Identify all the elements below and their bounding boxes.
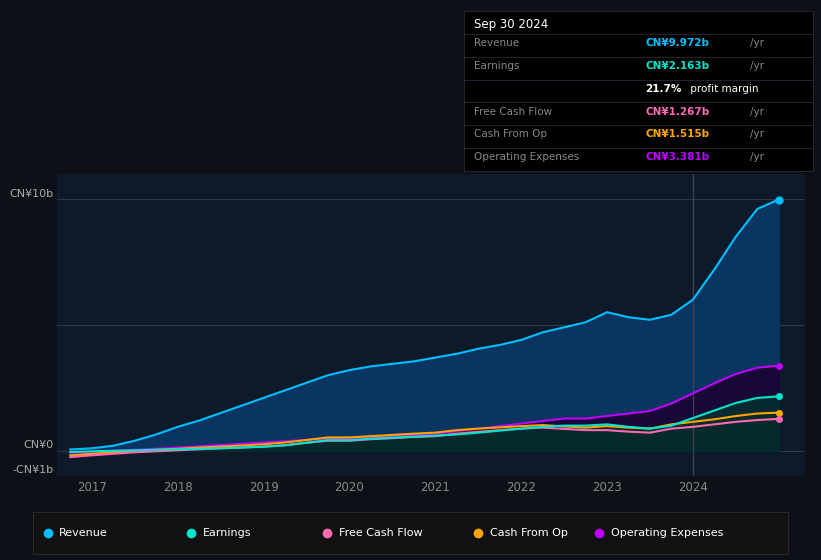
Text: /yr: /yr — [750, 129, 764, 139]
Text: Revenue: Revenue — [475, 38, 520, 48]
Text: CN¥2.163b: CN¥2.163b — [645, 61, 709, 71]
Text: profit margin: profit margin — [687, 84, 759, 94]
Text: CN¥0: CN¥0 — [24, 440, 53, 450]
Text: CN¥1.267b: CN¥1.267b — [645, 106, 709, 116]
Text: Operating Expenses: Operating Expenses — [475, 152, 580, 162]
Text: CN¥9.972b: CN¥9.972b — [645, 38, 709, 48]
Text: Operating Expenses: Operating Expenses — [611, 529, 723, 538]
Text: Cash From Op: Cash From Op — [475, 129, 548, 139]
Text: Sep 30 2024: Sep 30 2024 — [475, 18, 548, 31]
Text: Free Cash Flow: Free Cash Flow — [339, 529, 422, 538]
Text: /yr: /yr — [750, 152, 764, 162]
Text: Cash From Op: Cash From Op — [490, 529, 567, 538]
Text: Revenue: Revenue — [59, 529, 108, 538]
Text: Free Cash Flow: Free Cash Flow — [475, 106, 553, 116]
Text: Earnings: Earnings — [203, 529, 251, 538]
Text: /yr: /yr — [750, 61, 764, 71]
Text: /yr: /yr — [750, 38, 764, 48]
Text: CN¥10b: CN¥10b — [10, 189, 53, 199]
Text: -CN¥1b: -CN¥1b — [12, 465, 53, 475]
Text: CN¥1.515b: CN¥1.515b — [645, 129, 709, 139]
Text: /yr: /yr — [750, 106, 764, 116]
Text: 21.7%: 21.7% — [645, 84, 681, 94]
Text: Earnings: Earnings — [475, 61, 520, 71]
Text: CN¥3.381b: CN¥3.381b — [645, 152, 709, 162]
